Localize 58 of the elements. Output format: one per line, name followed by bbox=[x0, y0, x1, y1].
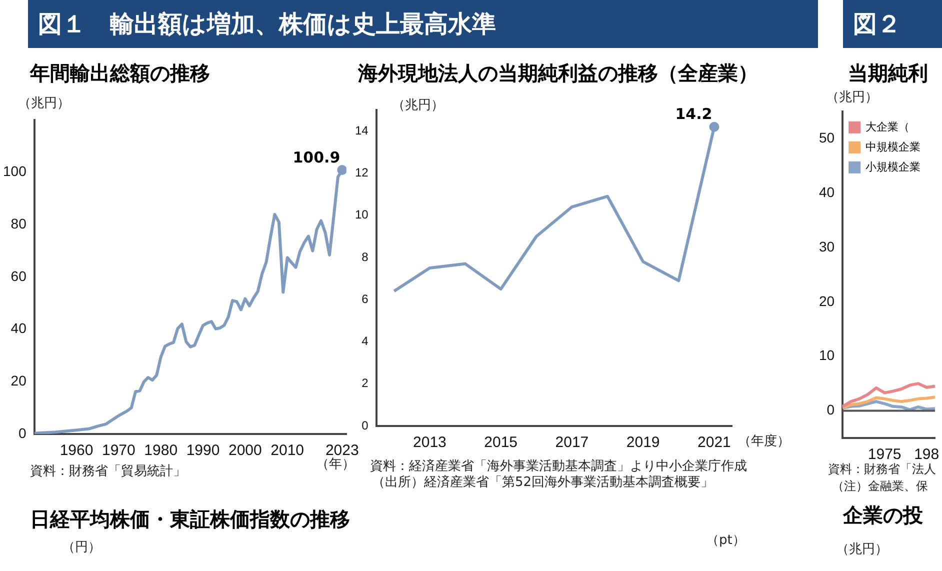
x-tick-label: 1970 bbox=[102, 442, 136, 460]
y-tick-label: 14 bbox=[354, 123, 369, 138]
y-tick-label: 10 bbox=[354, 208, 369, 222]
text: （出所）経済産業省「第52回海外事業活動基本調査概要」 bbox=[372, 474, 714, 491]
x-tick-label: 1990 bbox=[186, 442, 220, 460]
y-tick-label: 2 bbox=[362, 376, 369, 390]
y-tick-label: 0 bbox=[826, 402, 835, 418]
caption: 図１ 輸出額は増加、株価は史上最高水準 bbox=[28, 0, 818, 48]
chart-title: 海外現地法人の当期純利益の推移（全産業） bbox=[358, 60, 758, 87]
y-tick-label: 4 bbox=[362, 334, 369, 348]
y-axis-title: （兆円） bbox=[826, 89, 878, 106]
text: （円） bbox=[62, 539, 101, 556]
y-tick-label: 100 bbox=[3, 163, 27, 180]
text: （注）金融業、保 bbox=[832, 478, 928, 495]
text: 資料：財務省「法人 bbox=[828, 461, 936, 478]
y-tick-label: 20 bbox=[818, 292, 835, 309]
x-tick-label: 198 bbox=[914, 446, 940, 464]
x-tick-label: 2010 bbox=[270, 442, 304, 460]
y-tick-label: 30 bbox=[818, 238, 835, 254]
data-label: 14.2 bbox=[675, 105, 712, 124]
x-tick-label: 2000 bbox=[228, 442, 262, 460]
text: 企業の投 bbox=[843, 502, 923, 529]
x-tick-label: 2017 bbox=[555, 434, 589, 452]
chart-title: 当期純利 bbox=[848, 60, 928, 87]
y-tick-label: 60 bbox=[10, 268, 27, 284]
x-tick-label: 2019 bbox=[626, 434, 660, 452]
x-tick-label: 1980 bbox=[144, 442, 178, 460]
text: （兆円） bbox=[836, 541, 888, 558]
caption: 図２ bbox=[843, 0, 942, 48]
x-axis-title: （年度） bbox=[738, 433, 790, 450]
y-tick-label: 0 bbox=[18, 424, 27, 441]
x-tick-label: 1975 bbox=[868, 446, 902, 464]
y-tick-label: 8 bbox=[362, 250, 369, 264]
y-tick-label: 20 bbox=[10, 372, 27, 389]
y-tick-label: 50 bbox=[818, 129, 835, 146]
y-tick-label: 40 bbox=[10, 320, 27, 336]
y-tick-label: 6 bbox=[362, 292, 369, 306]
data-label: 100.9 bbox=[292, 148, 340, 166]
y-tick-label: 10 bbox=[818, 347, 835, 364]
x-tick-label: 1960 bbox=[60, 442, 94, 460]
text: 日経平均株価・東証株価指数の推移 bbox=[30, 506, 350, 533]
text: （pt） bbox=[706, 532, 746, 549]
x-tick-label: 2021 bbox=[698, 434, 731, 452]
y-axis-title: （兆円） bbox=[392, 97, 444, 114]
x-axis-title: （年） bbox=[316, 456, 355, 473]
text: 資料：経済産業省「海外事業活動基本調査」より中小企業庁作成 bbox=[370, 458, 747, 475]
y-tick-label: 12 bbox=[354, 166, 369, 180]
legend-label: 中規模企業 bbox=[866, 140, 921, 154]
y-tick-label: 80 bbox=[10, 216, 27, 232]
y-tick-label: 40 bbox=[818, 184, 835, 200]
x-tick-label: 2013 bbox=[413, 434, 446, 452]
y-axis-title: （兆円） bbox=[18, 95, 70, 112]
chart-title: 年間輸出総額の推移 bbox=[30, 60, 210, 87]
x-tick-label: 2015 bbox=[484, 434, 518, 452]
legend-label: 大企業（ bbox=[866, 120, 910, 134]
legend-label: 小規模企業 bbox=[866, 160, 921, 174]
y-tick-label: 0 bbox=[362, 418, 369, 432]
text: 資料：財務省「貿易統計」 bbox=[30, 463, 186, 480]
